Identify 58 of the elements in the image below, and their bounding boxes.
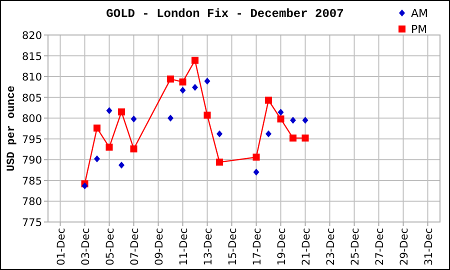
point bbox=[290, 134, 296, 142]
y-tick-label: 810 bbox=[22, 72, 42, 84]
point bbox=[118, 162, 124, 169]
x-tick-label: 13-Dec bbox=[202, 228, 214, 266]
point bbox=[179, 78, 186, 86]
point bbox=[118, 108, 125, 116]
x-tick-label: 05-Dec bbox=[104, 228, 116, 266]
point bbox=[216, 130, 222, 138]
y-tick-label: 820 bbox=[22, 30, 42, 42]
point bbox=[252, 154, 260, 161]
legend-label: AM bbox=[411, 7, 428, 20]
point bbox=[106, 107, 112, 114]
x-tick-label: 25-Dec bbox=[349, 228, 362, 266]
y-tick-label: 815 bbox=[22, 50, 42, 63]
point bbox=[277, 115, 284, 122]
x-tick-label: 11-Dec bbox=[178, 228, 190, 266]
point bbox=[266, 130, 272, 138]
point bbox=[130, 145, 138, 152]
x-tick-label: 27-Dec bbox=[374, 228, 386, 266]
x-tick-label: 07-Dec bbox=[128, 228, 141, 266]
x-tick-label: 19-Dec bbox=[276, 228, 288, 266]
y-tick-label: 775 bbox=[22, 217, 42, 229]
point bbox=[253, 168, 260, 176]
point bbox=[94, 155, 100, 162]
x-tick-label: 23-Dec bbox=[324, 228, 337, 266]
y-tick-label: 785 bbox=[22, 175, 42, 188]
point bbox=[192, 84, 198, 91]
y-tick-label: 795 bbox=[22, 134, 42, 146]
y-axis-title: USD per ounce bbox=[6, 85, 18, 172]
point bbox=[265, 96, 272, 104]
y-tick-label: 780 bbox=[22, 196, 42, 208]
point bbox=[204, 78, 210, 85]
point bbox=[278, 108, 284, 116]
y-tick-label: 805 bbox=[22, 92, 42, 104]
legend-label: PM bbox=[411, 23, 428, 36]
point bbox=[94, 124, 100, 132]
x-tick-label: 21-Dec bbox=[300, 228, 312, 266]
point bbox=[290, 116, 296, 124]
chart-title: GOLD - London Fix - December 2007 bbox=[106, 7, 344, 21]
point bbox=[302, 116, 308, 124]
point bbox=[204, 112, 211, 119]
y-tick-label: 790 bbox=[22, 154, 42, 167]
x-tick-label: 29-Dec bbox=[398, 228, 410, 266]
point bbox=[180, 86, 186, 94]
point bbox=[106, 144, 113, 151]
point bbox=[167, 76, 174, 83]
point bbox=[302, 134, 309, 142]
point bbox=[192, 56, 198, 64]
x-tick-label: 31-Dec bbox=[422, 228, 435, 266]
point bbox=[216, 158, 223, 166]
x-tick-label: 09-Dec bbox=[153, 228, 166, 266]
y-tick-label: 800 bbox=[22, 113, 42, 126]
x-tick-label: 03-Dec bbox=[80, 228, 92, 266]
x-tick-label: 01-Dec bbox=[55, 228, 68, 266]
point bbox=[130, 115, 137, 122]
x-tick-label: 17-Dec bbox=[251, 228, 264, 266]
point bbox=[168, 114, 174, 122]
x-tick-label: 15-Dec bbox=[226, 228, 239, 266]
